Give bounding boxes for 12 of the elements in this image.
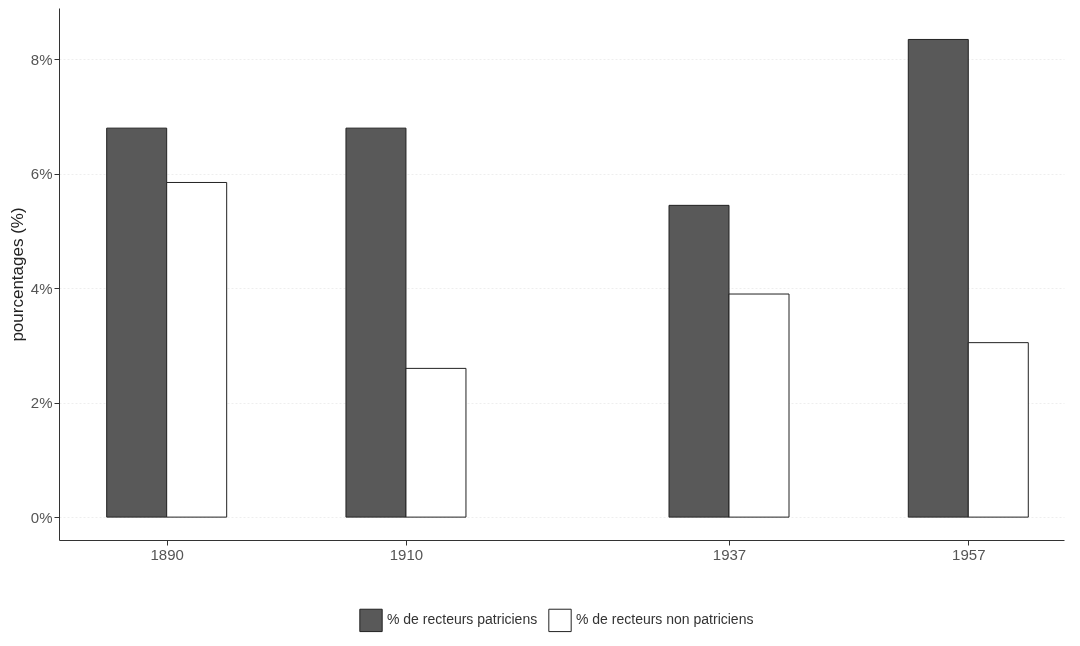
x-tick-label: 1910 (389, 545, 424, 563)
y-tick-label: 8% (30, 50, 53, 68)
legend-label: % de recteurs patriciens (387, 611, 538, 628)
y-tick-label: 4% (30, 279, 53, 297)
x-tick-label: 1937 (712, 545, 747, 563)
legend-label: % de recteurs non patriciens (576, 611, 754, 628)
x-tick-label: 1957 (952, 545, 986, 563)
y-tick-label: 2% (30, 394, 53, 412)
y-axis-title: pourcentages (%) (7, 207, 27, 342)
y-tick-label: 6% (30, 165, 53, 183)
y-tick-label: 0% (30, 508, 53, 526)
x-tick-label: 1890 (150, 545, 184, 563)
